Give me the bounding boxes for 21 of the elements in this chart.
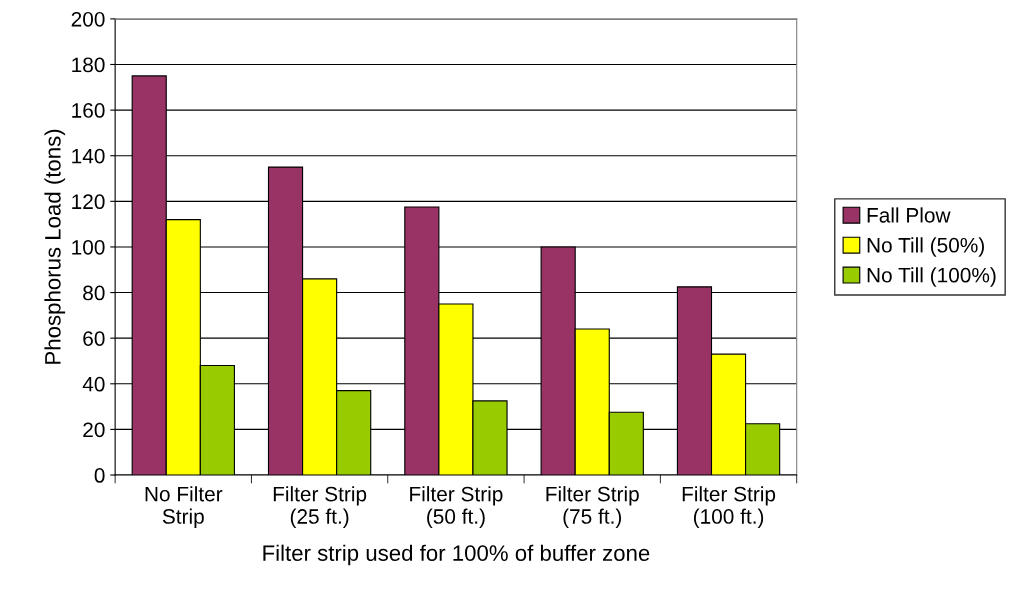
legend-label: No Till (50%) (867, 237, 984, 257)
y-tick-label: 20 (83, 422, 105, 438)
y-tick-label: 40 (82, 376, 105, 392)
x-axis-title: Filter strip used for 100% of buffer zone (263, 544, 650, 566)
x-tick-label: Filter Strip (25 ft.) (273, 486, 367, 528)
y-tick-label: 100 (72, 239, 105, 255)
y-tick-label: 80 (83, 285, 105, 301)
x-tick-label: Filter Strip (100 ft.) (682, 486, 776, 528)
y-tick-label: 200 (71, 11, 105, 27)
x-tick-label: Filter Strip (75 ft.) (546, 486, 639, 528)
y-tick-label: 140 (72, 148, 105, 164)
y-tick-label: 120 (72, 194, 105, 210)
legend-label: No Till (100%) (867, 267, 996, 287)
x-tick-label: No Filter Strip (145, 486, 223, 528)
y-axis-title: Phosphorus Load (tons) (44, 129, 66, 364)
y-tick-label: 180 (72, 57, 105, 73)
y-tick-label: 0 (94, 468, 105, 483)
x-tick-label: Filter Strip (50 ft.) (410, 486, 503, 528)
legend-label: Fall Plow (867, 207, 951, 223)
y-tick-label: 160 (72, 103, 105, 118)
y-tick-label: 60 (83, 331, 105, 346)
